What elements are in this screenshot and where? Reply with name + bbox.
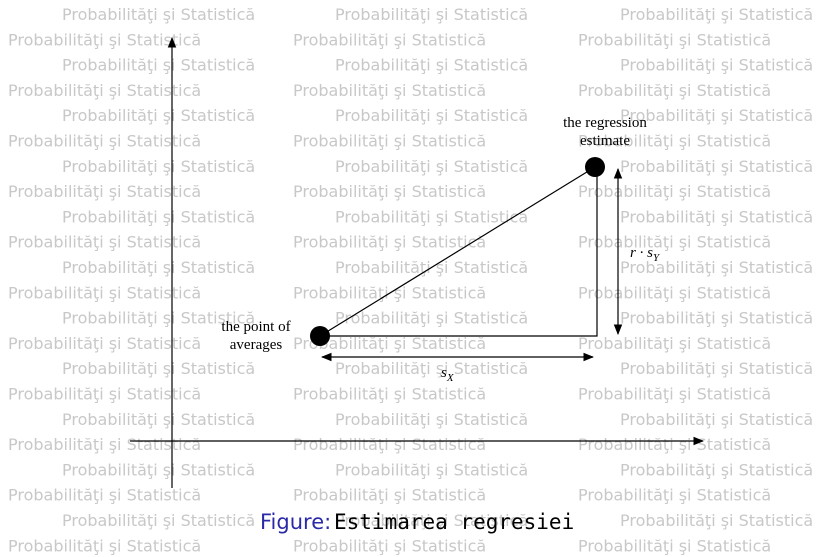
watermark: Probabilităţi şi Statistică (293, 81, 486, 100)
watermark: Probabilităţi şi Statistică (578, 334, 771, 353)
watermark: Probabilităţi şi Statistică (620, 460, 813, 479)
watermark: Probabilităţi şi Statistică (8, 30, 201, 49)
watermark: Probabilităţi şi Statistică (8, 283, 201, 302)
watermark: Probabilităţi şi Statistică (335, 157, 528, 176)
averages-label: averages (230, 337, 283, 353)
rsy-main: r · s (630, 245, 653, 261)
watermark: Probabilităţi şi Statistică (62, 157, 255, 176)
watermark: Probabilităţi şi Statistică (578, 283, 771, 302)
watermark: Probabilităţi şi Statistică (620, 258, 813, 277)
watermark: Probabilităţi şi Statistică (620, 5, 813, 24)
watermark: Probabilităţi şi Statistică (578, 536, 771, 555)
watermark: Probabilităţi şi Statistică (335, 359, 528, 378)
watermark: Probabilităţi şi Statistică (578, 30, 771, 49)
watermark: Probabilităţi şi Statistică (293, 132, 486, 151)
estimate-label: the regression (563, 115, 647, 131)
sx-sub: X (446, 372, 455, 384)
estimate-label: estimate (580, 133, 630, 149)
watermark: Probabilităţi şi Statistică (8, 486, 201, 505)
watermark: Probabilităţi şi Statistică (335, 460, 528, 479)
caption-prefix: Figure: (260, 510, 331, 534)
watermark: Probabilităţi şi Statistică (335, 5, 528, 24)
watermark: Probabilităţi şi Statistică (62, 359, 255, 378)
watermark: Probabilităţi şi Statistică (335, 207, 528, 226)
watermark: Probabilităţi şi Statistică (62, 511, 255, 530)
watermark: Probabilităţi şi Statistică (620, 56, 813, 75)
averages-label: the point of (221, 319, 290, 335)
watermark: Probabilităţi şi Statistică (293, 486, 486, 505)
watermark: Probabilităţi şi Statistică (8, 233, 201, 252)
watermark: Probabilităţi şi Statistică (8, 334, 201, 353)
sx-label: sX (441, 365, 455, 384)
watermark: Probabilităţi şi Statistică (62, 207, 255, 226)
watermark: Probabilităţi şi Statistică (8, 81, 201, 100)
watermark: Probabilităţi şi Statistică (335, 309, 528, 328)
watermark-layer: Probabilităţi şi Statistică Probabilităţi… (8, 5, 813, 555)
regression-estimate-point (585, 157, 605, 177)
watermark: Probabilităţi şi Statistică (620, 309, 813, 328)
rsy-label: r · sY (630, 245, 661, 264)
watermark: Probabilităţi şi Statistică (620, 410, 813, 429)
watermark: Probabilităţi şi Statistică (578, 435, 771, 454)
watermark: Probabilităţi şi Statistică (620, 359, 813, 378)
caption-text: Estimarea regresiei (334, 510, 574, 534)
watermark: Probabilităţi şi Statistică (293, 435, 486, 454)
rsy-sub: Y (653, 252, 661, 264)
watermark: Probabilităţi şi Statistică (62, 5, 255, 24)
watermark: Probabilităţi şi Statistică (293, 536, 486, 555)
watermark: Probabilităţi şi Statistică (293, 334, 486, 353)
watermark: Probabilităţi şi Statistică (335, 511, 528, 530)
watermark: Probabilităţi şi Statistică (620, 511, 813, 530)
watermark: Probabilităţi şi Statistică (578, 233, 771, 252)
watermark: Probabilităţi şi Statistică (8, 536, 201, 555)
watermark: Probabilităţi şi Statistică (8, 435, 201, 454)
point-of-averages (310, 326, 330, 346)
watermark: Probabilităţi şi Statistică (620, 106, 813, 125)
watermark: Probabilităţi şi Statistică (620, 157, 813, 176)
watermark: Probabilităţi şi Statistică (293, 182, 486, 201)
watermark: Probabilităţi şi Statistică (335, 410, 528, 429)
regression-line (319, 166, 596, 337)
watermark: Probabilităţi şi Statistică (293, 385, 486, 404)
watermark: Probabilităţi şi Statistică (62, 56, 255, 75)
watermark: Probabilităţi şi Statistică (578, 81, 771, 100)
watermark: Probabilităţi şi Statistică (8, 132, 201, 151)
watermark: Probabilităţi şi Statistică (578, 486, 771, 505)
watermark: Probabilităţi şi Statistică (578, 182, 771, 201)
watermark: Probabilităţi şi Statistică (293, 30, 486, 49)
watermark: Probabilităţi şi Statistică (620, 207, 813, 226)
sx-main: s (441, 365, 447, 381)
watermark: Probabilităţi şi Statistică (8, 182, 201, 201)
watermark: Probabilităţi şi Statistică (578, 385, 771, 404)
watermark: Probabilităţi şi Statistică (62, 258, 255, 277)
triangle-legs (320, 172, 598, 337)
watermark: Probabilităţi şi Statistică (62, 309, 255, 328)
watermark: Probabilităţi şi Statistică (335, 106, 528, 125)
watermark: Probabilităţi şi Statistică (62, 410, 255, 429)
watermark: Probabilităţi şi Statistică (335, 56, 528, 75)
watermark: Probabilităţi şi Statistică (8, 385, 201, 404)
watermark: Probabilităţi şi Statistică (62, 106, 255, 125)
watermark: Probabilităţi şi Statistică (62, 460, 255, 479)
watermark: Probabilităţi şi Statistică (578, 132, 771, 151)
watermark: Probabilităţi şi Statistică (293, 233, 486, 252)
